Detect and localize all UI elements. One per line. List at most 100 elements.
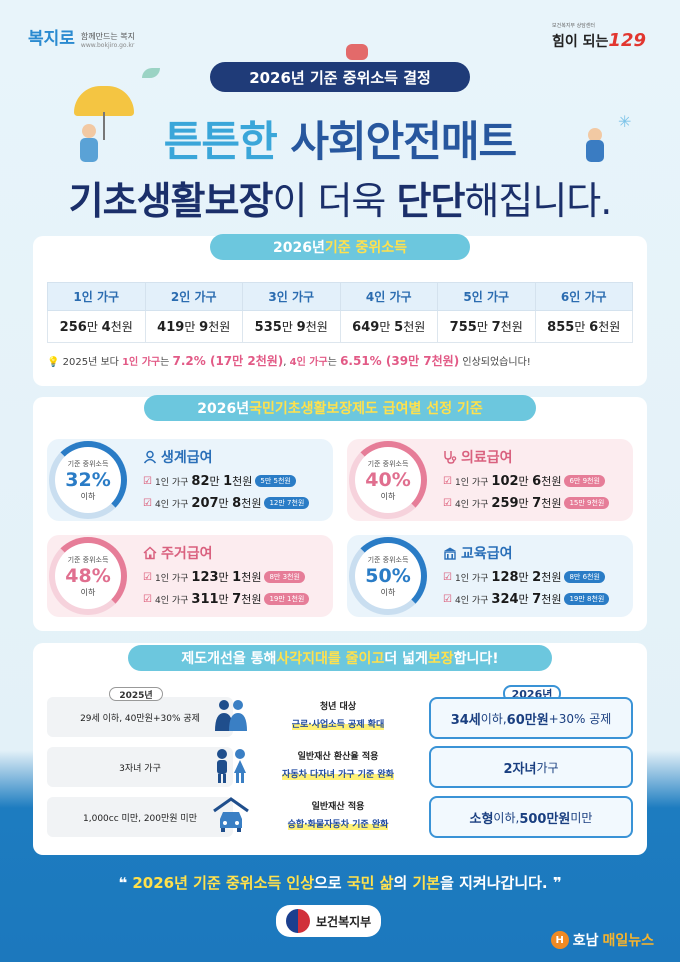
motto-b: 으로 <box>314 874 347 892</box>
cell-value: 9 <box>199 320 209 335</box>
new-criteria-box: 소형 이하, 500만원 미만 <box>429 796 633 838</box>
increase-badge: 8만 6천원 <box>564 571 605 583</box>
benefit-name: 생계급여 <box>161 450 213 466</box>
household-label: 1인 가구 <box>454 477 489 488</box>
cell-unit: 천원 <box>305 320 328 334</box>
benefit-title: 의료급여 <box>443 447 513 467</box>
improvement-title-b: 사각지대를 줄이고 <box>276 651 385 667</box>
stethoscope-icon <box>443 450 457 464</box>
cell-value: 256 <box>59 320 87 335</box>
badge-number: 129 <box>608 30 646 51</box>
cell-unit: 만 <box>476 320 492 334</box>
benefit-name: 교육급여 <box>461 546 513 562</box>
headline-1-a: 튼튼한 <box>163 117 291 166</box>
table-header-cell: 5인 가구 <box>437 282 536 311</box>
household-label: 4인 가구 <box>454 499 489 510</box>
note-a: 2025년 보다 <box>62 357 123 368</box>
cell-unit: 천원 <box>208 320 231 334</box>
ring-percent: 50% <box>365 564 411 587</box>
improvement-title: 제도개선을 통해 사각지대를 줄이고 더 넓게 보장 합니다! <box>128 645 552 671</box>
headline-2-a: 기초생활보장 <box>68 179 274 223</box>
improvement-title-c: 더 넓게 <box>384 651 428 667</box>
increase-note: 💡 2025년 보다 1인 가구는 7.2% (17만 2천원), 4인 가구는… <box>47 352 531 369</box>
motto-a: 2026년 기준 중위소득 인상 <box>132 874 314 892</box>
year-2025-tag: 2025년 <box>109 687 163 701</box>
household-label: 4인 가구 <box>454 595 489 606</box>
increase-badge: 15만 9천원 <box>564 497 610 509</box>
old-criteria-box: 3자녀 가구 <box>47 747 233 787</box>
table-cell: 755만 7천원 <box>437 310 536 343</box>
cell-value: 419 <box>157 320 185 335</box>
table-header-cell: 4인 가구 <box>339 282 438 311</box>
brand-tagline: 함께만드는 복지 <box>80 32 135 42</box>
benefit-title-a: 2026년 <box>197 401 250 417</box>
improvement-detail: 승합·화물자동차 기준 완화 <box>287 817 389 830</box>
ring-label: 기준 중위소득 <box>67 555 109 564</box>
household-label: 4인 가구 <box>154 499 189 510</box>
improvement-target: 일반재산 환산율 적용 <box>297 752 379 762</box>
headline-2-b: 이 더욱 <box>272 179 397 223</box>
brand-logo-text: 복지로 <box>28 29 75 49</box>
table-header-cell: 6인 가구 <box>534 282 633 311</box>
benefit-title: 교육급여 <box>443 543 513 563</box>
motto-d: 의 <box>393 874 413 892</box>
cell-value: 535 <box>254 320 282 335</box>
ring-label: 기준 중위소득 <box>67 459 109 468</box>
headline-1-b: 사회안전매트 <box>290 117 517 166</box>
ring-below: 이하 <box>380 587 396 597</box>
education-benefit-panel: 기준 중위소득 50% 이하 교육급여 ☑ 1인 가구 128만 2천원 8만 … <box>347 535 633 617</box>
median-income-title-a: 2026년 <box>272 240 325 256</box>
old-criteria-box: 1,000cc 미만, 200만원 미만 <box>47 797 233 837</box>
checkbox-icon: ☑ <box>143 497 152 509</box>
benefit-name: 의료급여 <box>461 450 513 466</box>
percent-ring: 기준 중위소득 40% 이하 <box>349 441 427 519</box>
improvement-description: 청년 대상 근로·사업소득 공제 확대 <box>255 699 421 731</box>
cell-unit: 천원 <box>403 320 426 334</box>
note-c: 는 <box>160 357 173 368</box>
bokjiro-logo: 복지로 함께만드는 복지 www.bokjiro.go.kr <box>28 24 135 49</box>
table-header-cell: 2인 가구 <box>144 282 243 311</box>
headline-2-c: 단단 <box>396 179 465 223</box>
improvement-detail: 자동차 다자녀 가구 기준 완화 <box>282 767 394 780</box>
car-garage-icon <box>211 795 251 835</box>
improvement-target: 청년 대상 <box>319 702 357 712</box>
improvement-title-d: 보장 <box>427 651 454 667</box>
benefit-row-1: ☑ 1인 가구 102만 6천원 6만 9천원 <box>443 473 605 489</box>
household-label: 1인 가구 <box>454 573 489 584</box>
median-income-card: 2026년 기준 중위소득 1인 가구 2인 가구 3인 가구 4인 가구 5인… <box>33 234 647 386</box>
increase-badge: 8만 3천원 <box>264 571 305 583</box>
checkbox-icon: ☑ <box>143 571 152 583</box>
closing-motto: ❝ 2026년 기준 중위소득 인상으로 국민 삶의 기본을 지켜나갑니다. ❞ <box>0 872 680 893</box>
quote-close-icon: ❞ <box>547 874 562 892</box>
ring-label: 기준 중위소득 <box>367 555 409 564</box>
improvement-target: 일반재산 적용 <box>311 802 365 812</box>
quote-open-icon: ❝ <box>118 874 133 892</box>
cell-unit: 천원 <box>110 320 133 334</box>
ring-label: 기준 중위소득 <box>367 459 409 468</box>
benefit-row-1: ☑ 1인 가구 128만 2천원 8만 6천원 <box>443 569 605 585</box>
improvement-title-e: 합니다! <box>453 651 499 667</box>
headline-2-d: 해집니다. <box>464 179 612 223</box>
sparkle-icon: ✳ <box>618 112 632 131</box>
cell-value: 7 <box>491 320 501 335</box>
note-e: , <box>283 357 290 368</box>
table-header-cell: 1인 가구 <box>47 282 146 311</box>
ring-below: 이하 <box>80 491 96 501</box>
benefit-amount: 311만 7천원 <box>191 592 262 607</box>
taegeuk-emblem-icon <box>286 909 310 933</box>
benefit-amount: 207만 8천원 <box>191 496 262 511</box>
cell-unit: 만 <box>574 320 590 334</box>
umbrella-handle <box>103 112 105 140</box>
benefit-row-2: ☑ 4인 가구 259만 7천원 15만 9천원 <box>443 495 610 511</box>
benefit-amount: 324만 7천원 <box>491 592 562 607</box>
lightbulb-icon: 💡 <box>47 357 60 368</box>
ring-percent: 32% <box>65 468 111 491</box>
improvement-title-a: 제도개선을 통해 <box>181 651 277 667</box>
benefit-amount: 82만 1천원 <box>191 474 253 489</box>
increase-badge: 5만 5천원 <box>255 475 296 487</box>
flying-child-illustration <box>346 44 368 60</box>
benefit-criteria-title: 2026년 국민기초생활보장제도 급여별 선정 기준 <box>144 395 536 421</box>
household-label: 1인 가구 <box>154 573 189 584</box>
family-icon <box>211 745 251 785</box>
child-head-illustration-2 <box>588 128 602 142</box>
